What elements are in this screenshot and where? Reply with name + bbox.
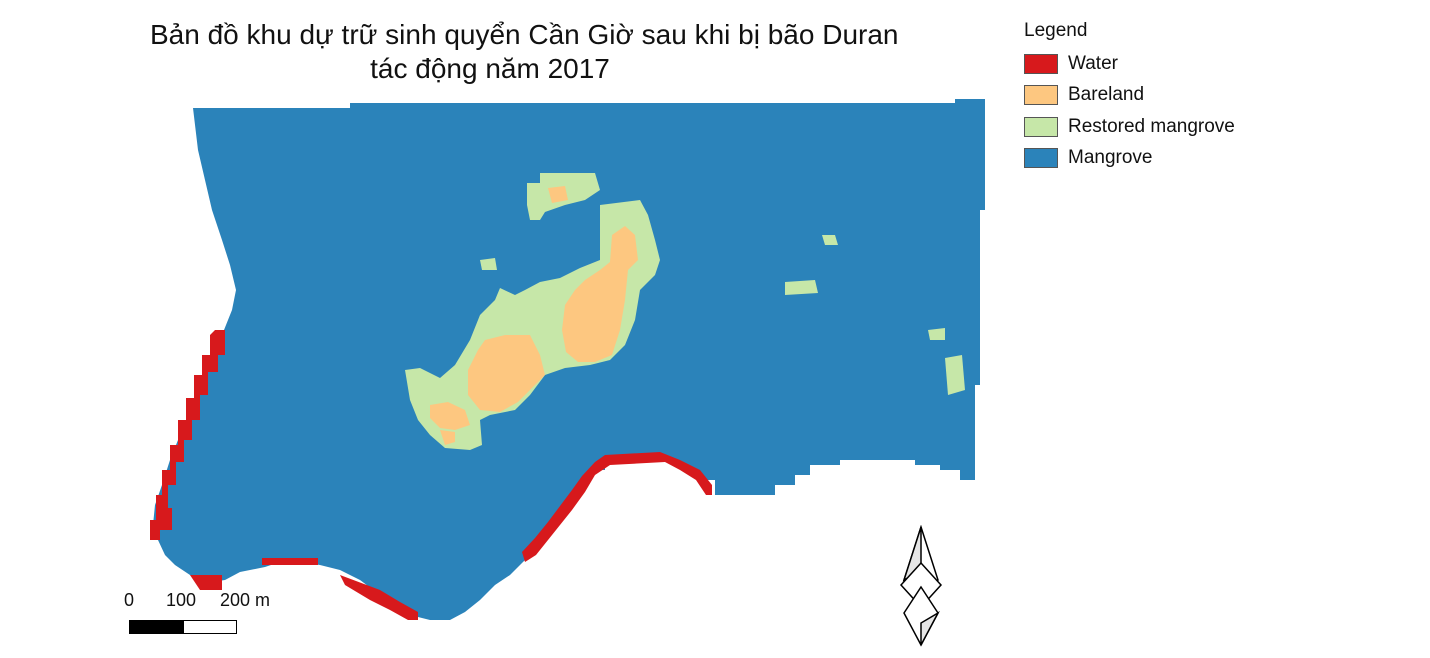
legend-title: Legend [1024,20,1088,41]
map-title: Bản đồ khu dự trữ sinh quyển Cần Giờ sau… [150,18,899,86]
legend-item-mangrove: Mangrove [1024,143,1235,175]
bareland-areas [430,186,638,445]
legend-label-mangrove: Mangrove [1068,147,1153,169]
mangrove-swatch [1024,148,1058,169]
water-swatch [1024,53,1058,74]
north-arrow-icon [899,525,943,647]
bareland-swatch [1024,85,1058,106]
map-legend: Legend Water Bareland Restored mangrove … [1024,20,1235,174]
map-title-line-1: Bản đồ khu dự trữ sinh quyển Cần Giờ sau… [150,19,899,50]
map-title-line-2: tác động năm 2017 [370,53,610,84]
legend-item-restored-mangrove: Restored mangrove [1024,111,1235,143]
water-edges [150,330,712,620]
restored-mangrove-swatch [1024,116,1058,137]
legend-label-water: Water [1068,52,1118,74]
legend-label-bareland: Bareland [1068,84,1145,106]
legend-item-bareland: Bareland [1024,80,1235,112]
scale-bar-graphic [129,620,237,634]
scale-label-0: 0 [124,590,135,610]
legend-item-water: Water [1024,48,1235,80]
scale-label-100: 100 [166,590,197,610]
scale-label-200: 200 m [220,590,271,610]
legend-label-restored-mangrove: Restored mangrove [1068,115,1235,137]
